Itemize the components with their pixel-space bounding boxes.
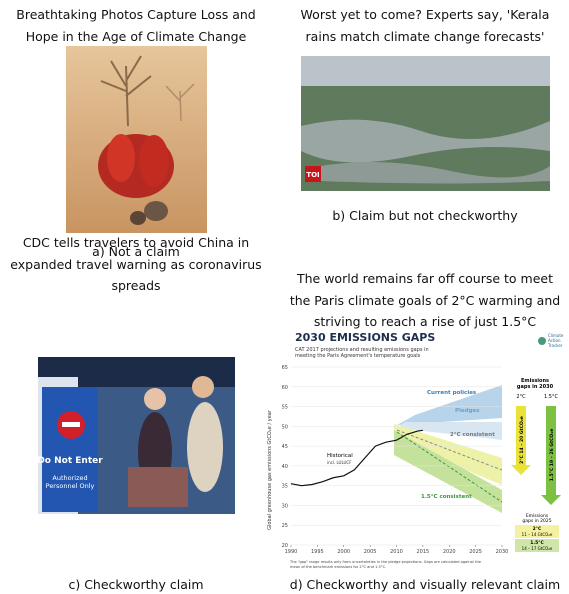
logo-icon bbox=[538, 337, 546, 345]
caption-a: a) Not a claim bbox=[0, 241, 272, 263]
gap-row: 14 – 17 GtCO₂e bbox=[522, 546, 553, 551]
footnote: The "gap" range results only from uncert… bbox=[289, 560, 482, 564]
title-line: rains match climate change forecasts' bbox=[281, 26, 569, 48]
gap-title: gaps in 2030 bbox=[517, 384, 554, 390]
title-line: Breathtaking Photos Capture Loss and bbox=[0, 4, 272, 26]
y-axis-label: Global greenhouse gas emissions GtCO₂e /… bbox=[267, 409, 273, 530]
series-label: Historical bbox=[327, 453, 353, 459]
y-tick-label: 25 bbox=[282, 523, 288, 529]
caption-b: b) Claim but not checkworthy bbox=[281, 205, 569, 227]
title-line: Worst yet to come? Experts say, 'Kerala bbox=[281, 4, 569, 26]
logo: TOI bbox=[306, 171, 319, 179]
y-tick-label: 45 bbox=[282, 444, 288, 450]
chart-title: 2030 EMISSIONS GAPS bbox=[295, 331, 435, 344]
title-line: The world remains far off course to meet bbox=[281, 268, 569, 290]
sign-text: Authorized bbox=[52, 474, 87, 482]
x-tick-label: 2005 bbox=[364, 549, 377, 555]
y-tick-label: 65 bbox=[282, 365, 288, 371]
emissions-chart: 2030 EMISSIONS GAPS CAT 2017 projections… bbox=[265, 330, 569, 572]
x-tick-label: 1990 bbox=[285, 549, 298, 555]
y-tick-label: 35 bbox=[282, 484, 288, 490]
gap-col: 1.5°C bbox=[544, 394, 558, 400]
logo-text: Tracker bbox=[547, 343, 563, 348]
series-label: 1.5°C consistent bbox=[421, 494, 472, 500]
y-tick-label: 60 bbox=[282, 385, 288, 391]
gap-title: gaps in 2025 bbox=[522, 518, 551, 524]
x-tick-label: 1995 bbox=[311, 549, 324, 555]
series-label: Pledges bbox=[455, 408, 480, 414]
x-tick-label: 2015 bbox=[417, 549, 430, 555]
y-tick-label: 40 bbox=[282, 464, 288, 470]
footnote: mean of the benchmark emissions for 2°C … bbox=[290, 565, 386, 569]
title-d: The world remains far off course to meet… bbox=[281, 268, 569, 333]
y-tick-label: 50 bbox=[282, 424, 288, 430]
gap-col: 2°C bbox=[516, 394, 526, 400]
series-note: incl. LULUCF bbox=[327, 460, 352, 465]
y-tick-label: 30 bbox=[282, 503, 288, 509]
caption-d: d) Checkworthy and visually relevant cla… bbox=[281, 574, 569, 594]
sign-text: Do Not Enter bbox=[38, 456, 103, 466]
photo-c: Do Not Enter Authorized Personnel Only bbox=[38, 357, 235, 514]
photo-b: TOI bbox=[301, 56, 550, 191]
x-tick-label: 2000 bbox=[337, 549, 350, 555]
series-label: 2°C consistent bbox=[450, 432, 495, 438]
y-tick-label: 55 bbox=[282, 405, 288, 411]
title-line: spreads bbox=[0, 275, 272, 297]
series-label: Current policies bbox=[427, 390, 477, 396]
gap-row: 11 – 14 GtCO₂e bbox=[522, 532, 553, 537]
title-line: Hope in the Age of Climate Change bbox=[0, 26, 272, 48]
caption-c: c) Checkworthy claim bbox=[0, 574, 272, 594]
photo-a bbox=[66, 46, 207, 233]
gap-bar-label: 2°C 14 – 20 GtCO₂e bbox=[519, 416, 525, 464]
x-tick-label: 2010 bbox=[390, 549, 403, 555]
x-tick-label: 2020 bbox=[443, 549, 456, 555]
gap-bar-label: 1.5°C 19 – 26 GtCO₂e bbox=[549, 429, 555, 482]
sign-text: Personnel Only bbox=[46, 482, 95, 490]
chart-subtitle: meeting the Paris Agreement's temperatur… bbox=[295, 353, 421, 359]
x-tick-label: 2025 bbox=[469, 549, 482, 555]
title-line: the Paris climate goals of 2°C warming a… bbox=[281, 290, 569, 312]
figure: Breathtaking Photos Capture Loss andHope… bbox=[0, 0, 569, 594]
x-tick-label: 2030 bbox=[496, 549, 509, 555]
